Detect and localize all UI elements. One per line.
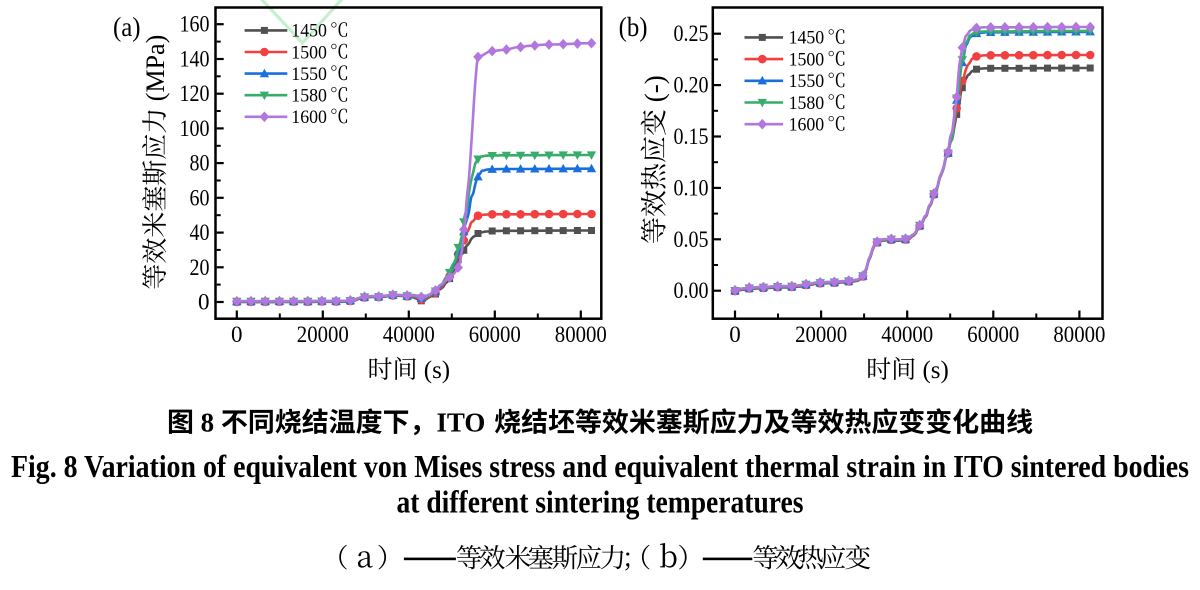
svg-text:(s): (s) xyxy=(418,357,451,384)
svg-text:100: 100 xyxy=(180,116,210,141)
svg-text:0.25: 0.25 xyxy=(674,21,709,46)
svg-text:80000: 80000 xyxy=(1053,322,1105,347)
svg-text:1600: 1600 xyxy=(291,107,327,128)
svg-text:(a): (a) xyxy=(113,11,141,42)
svg-text:20000: 20000 xyxy=(297,322,349,347)
svg-text:40000: 40000 xyxy=(881,322,933,347)
svg-text:20000: 20000 xyxy=(795,322,847,347)
svg-text:0.15: 0.15 xyxy=(674,124,709,149)
svg-text:120: 120 xyxy=(180,81,210,106)
svg-text:1500: 1500 xyxy=(789,49,825,70)
svg-text:0.05: 0.05 xyxy=(674,227,709,252)
svg-text:1450: 1450 xyxy=(789,28,825,49)
svg-text:Fig. 8 Variation of equivalent: Fig. 8 Variation of equivalent von Mises… xyxy=(11,448,1189,484)
svg-text:1550: 1550 xyxy=(291,64,327,85)
svg-text:0: 0 xyxy=(729,322,741,347)
svg-text:(-): (-) xyxy=(640,75,670,109)
svg-text:1500: 1500 xyxy=(291,42,327,63)
svg-text:1580: 1580 xyxy=(291,86,327,107)
svg-text:0: 0 xyxy=(231,322,243,347)
svg-text:(b): (b) xyxy=(619,11,648,42)
svg-text:0: 0 xyxy=(198,290,210,315)
svg-text:40: 40 xyxy=(190,220,210,245)
svg-text:1580: 1580 xyxy=(789,93,825,114)
svg-text:ITO: ITO xyxy=(436,407,492,437)
svg-text:80: 80 xyxy=(190,151,210,176)
svg-text:1550: 1550 xyxy=(789,71,825,92)
svg-text:60000: 60000 xyxy=(967,322,1019,347)
svg-text:(s): (s) xyxy=(916,357,949,384)
svg-text:0.00: 0.00 xyxy=(674,278,709,303)
svg-text:140: 140 xyxy=(180,47,210,72)
svg-text:at different sintering tempera: at different sintering temperatures xyxy=(397,484,804,520)
svg-text:40000: 40000 xyxy=(383,322,435,347)
svg-text:0.20: 0.20 xyxy=(674,73,709,98)
svg-text:60: 60 xyxy=(190,185,210,210)
svg-text:60000: 60000 xyxy=(469,322,521,347)
svg-text:20: 20 xyxy=(190,255,210,280)
svg-text:1600: 1600 xyxy=(789,115,825,136)
svg-text:1450: 1450 xyxy=(291,21,327,42)
svg-text:160: 160 xyxy=(180,12,210,37)
svg-text:80000: 80000 xyxy=(555,322,607,347)
svg-text:(MPa): (MPa) xyxy=(141,35,170,108)
svg-text:0.10: 0.10 xyxy=(674,175,709,200)
svg-text:8: 8 xyxy=(194,407,221,437)
